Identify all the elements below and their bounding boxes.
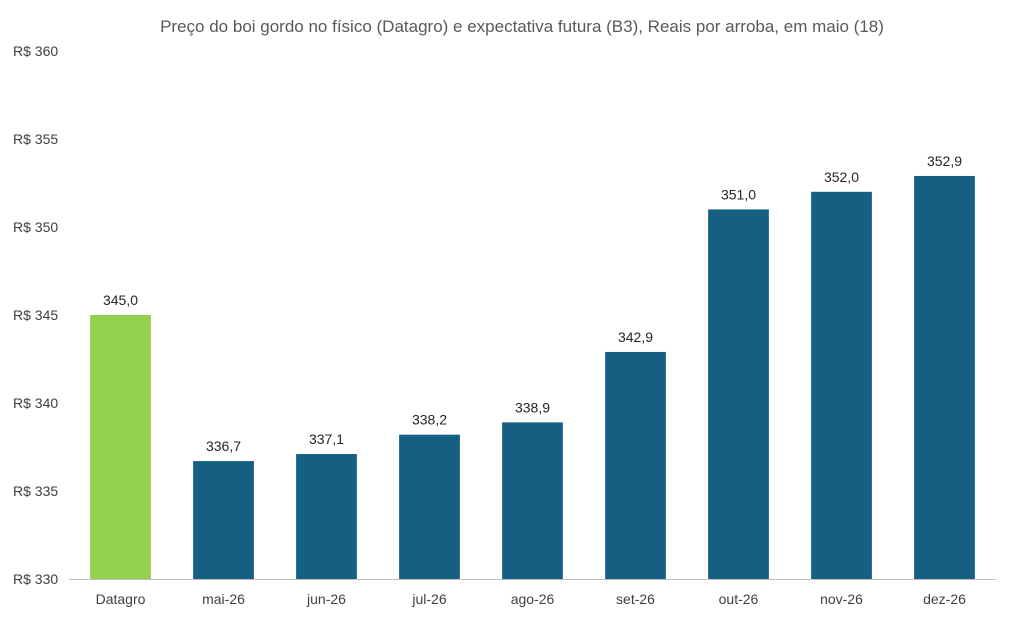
y-tick-label: R$ 355	[13, 131, 58, 147]
y-axis: R$ 330 R$ 335 R$ 340 R$ 345 R$ 350 R$ 355 R$ 3…	[13, 43, 58, 587]
bar-set-26	[605, 351, 666, 579]
data-label: 342,9	[618, 329, 653, 345]
x-axis: Datagro mai-26 jun-26 jul-26 ago-26 set-26 out…	[69, 579, 996, 607]
bar-datagro	[90, 315, 151, 579]
data-label: 345,0	[103, 292, 138, 308]
data-label: 338,9	[515, 399, 550, 415]
data-labels: 345,0 336,7 337,1 338,2 338,9 342,9 351,0 352,0…	[103, 153, 962, 454]
y-tick-label: R$ 340	[13, 395, 58, 411]
x-tick-label: set-26	[616, 591, 655, 607]
bar-jul-26	[399, 434, 460, 579]
x-tick-label: jul-26	[411, 591, 446, 607]
x-tick-label: jun-26	[306, 591, 346, 607]
x-tick-label: out-26	[719, 591, 759, 607]
x-tick-label: nov-26	[820, 591, 863, 607]
y-tick-label: R$ 330	[13, 571, 58, 587]
bar-ago-26	[502, 422, 563, 579]
data-label: 352,9	[927, 153, 962, 169]
bar-jun-26	[296, 454, 357, 579]
data-label: 337,1	[309, 431, 344, 447]
bar-dez-26	[914, 175, 975, 579]
data-label: 351,0	[721, 186, 756, 202]
data-label: 336,7	[206, 438, 241, 454]
x-tick-label: ago-26	[511, 591, 555, 607]
x-tick-label: mai-26	[202, 591, 245, 607]
y-tick-label: R$ 345	[13, 307, 58, 323]
y-tick-label: R$ 350	[13, 219, 58, 235]
y-tick-label: R$ 360	[13, 43, 58, 59]
x-tick-label: Datagro	[96, 591, 146, 607]
y-tick-label: R$ 335	[13, 483, 58, 499]
data-label: 352,0	[824, 169, 859, 185]
bars	[90, 175, 975, 580]
data-label: 338,2	[412, 412, 447, 428]
x-tick-label: dez-26	[923, 591, 966, 607]
bar-mai-26	[193, 461, 254, 579]
bar-out-26	[708, 209, 769, 579]
bar-nov-26	[811, 191, 872, 580]
chart-title: Preço do boi gordo no físico (Datagro) e…	[160, 17, 884, 36]
